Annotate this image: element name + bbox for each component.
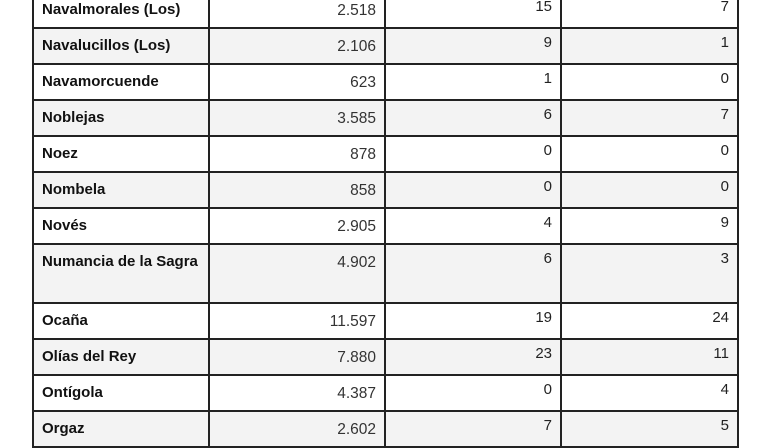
value-cell-col2: 878 xyxy=(208,135,386,173)
value-cell-col4: 5 xyxy=(560,410,739,448)
municipality-name-cell: Novés xyxy=(32,207,210,245)
municipality-name-cell: Ontígola xyxy=(32,374,210,412)
value-cell-col4: 7 xyxy=(560,99,739,137)
value-cell-col4: 0 xyxy=(560,135,739,173)
value-cell-col3: 19 xyxy=(384,302,562,340)
value-cell-col3: 0 xyxy=(384,171,562,209)
municipality-name-cell: Noez xyxy=(32,135,210,173)
table-row: Ontígola 4.387 0 4 xyxy=(32,374,739,412)
table-row: Numancia de la Sagra 4.902 6 3 xyxy=(32,243,739,304)
table-row: Noez 878 0 0 xyxy=(32,135,739,173)
value-cell-col2: 2.905 xyxy=(208,207,386,245)
value-cell-col3: 15 xyxy=(384,0,562,29)
value-cell-col2: 858 xyxy=(208,171,386,209)
municipality-name-cell: Navamorcuende xyxy=(32,63,210,101)
value-cell-col4: 4 xyxy=(560,374,739,412)
municipality-name-cell: Noblejas xyxy=(32,99,210,137)
table-row: Navalmorales (Los) 2.518 15 7 xyxy=(32,0,739,29)
value-cell-col2: 2.518 xyxy=(208,0,386,29)
table-row: Ocaña 11.597 19 24 xyxy=(32,302,739,340)
value-cell-col2: 4.387 xyxy=(208,374,386,412)
value-cell-col2: 4.902 xyxy=(208,243,386,304)
value-cell-col4: 11 xyxy=(560,338,739,376)
table-row: Olías del Rey 7.880 23 11 xyxy=(32,338,739,376)
municipality-name-cell: Ocaña xyxy=(32,302,210,340)
value-cell-col2: 3.585 xyxy=(208,99,386,137)
value-cell-col2: 11.597 xyxy=(208,302,386,340)
value-cell-col3: 6 xyxy=(384,243,562,304)
value-cell-col2: 2.106 xyxy=(208,27,386,65)
municipality-table: Navalmorales (Los) 2.518 15 7 Navalucillos (… xyxy=(32,0,739,448)
value-cell-col3: 0 xyxy=(384,135,562,173)
value-cell-col3: 7 xyxy=(384,410,562,448)
value-cell-col3: 4 xyxy=(384,207,562,245)
table-row: Novés 2.905 4 9 xyxy=(32,207,739,245)
value-cell-col4: 24 xyxy=(560,302,739,340)
value-cell-col4: 9 xyxy=(560,207,739,245)
municipality-name-cell: Nombela xyxy=(32,171,210,209)
table-row: Navamorcuende 623 1 0 xyxy=(32,63,739,101)
table-row: Orgaz 2.602 7 5 xyxy=(32,410,739,448)
value-cell-col4: 0 xyxy=(560,63,739,101)
municipality-name-cell: Numancia de la Sagra xyxy=(32,243,210,304)
table-row: Nombela 858 0 0 xyxy=(32,171,739,209)
municipality-name-cell: Orgaz xyxy=(32,410,210,448)
value-cell-col3: 6 xyxy=(384,99,562,137)
value-cell-col3: 0 xyxy=(384,374,562,412)
municipality-name-cell: Navalmorales (Los) xyxy=(32,0,210,29)
value-cell-col4: 7 xyxy=(560,0,739,29)
municipality-name-cell: Olías del Rey xyxy=(32,338,210,376)
value-cell-col3: 1 xyxy=(384,63,562,101)
value-cell-col4: 3 xyxy=(560,243,739,304)
table-row: Noblejas 3.585 6 7 xyxy=(32,99,739,137)
value-cell-col2: 7.880 xyxy=(208,338,386,376)
value-cell-col3: 9 xyxy=(384,27,562,65)
value-cell-col2: 623 xyxy=(208,63,386,101)
value-cell-col2: 2.602 xyxy=(208,410,386,448)
municipality-name-cell: Navalucillos (Los) xyxy=(32,27,210,65)
value-cell-col4: 0 xyxy=(560,171,739,209)
value-cell-col4: 1 xyxy=(560,27,739,65)
value-cell-col3: 23 xyxy=(384,338,562,376)
table-row: Navalucillos (Los) 2.106 9 1 xyxy=(32,27,739,65)
